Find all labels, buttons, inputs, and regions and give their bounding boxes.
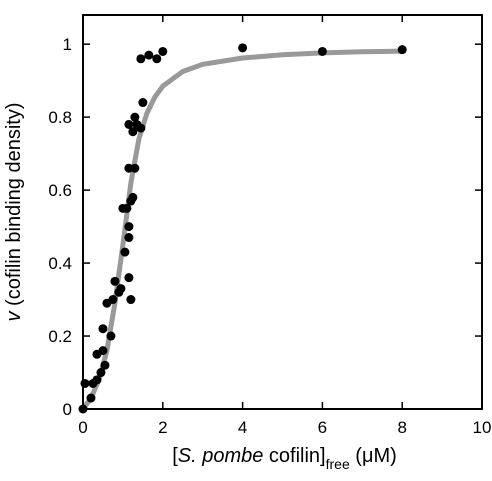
data-point	[152, 54, 162, 64]
fit-curve	[80, 48, 405, 412]
data-point	[124, 273, 134, 283]
y-tick-label: 0.8	[48, 108, 72, 127]
data-point	[108, 295, 118, 305]
data-point	[130, 163, 140, 173]
fit-curve-layer	[80, 48, 405, 412]
x-tick-label: 6	[318, 418, 327, 437]
data-point	[80, 378, 90, 388]
x-axis-label-name: cofilin]	[263, 445, 325, 467]
data-point	[144, 50, 154, 60]
data-point	[317, 46, 327, 56]
y-axis-label-symbol: v	[3, 311, 25, 322]
data-points-layer	[78, 43, 407, 414]
data-point	[100, 360, 110, 370]
plot-frame	[82, 14, 483, 410]
data-point	[120, 247, 130, 257]
y-tick-label: 0	[63, 400, 72, 419]
y-tick-label: 1	[63, 35, 72, 54]
data-point	[136, 54, 146, 64]
x-axis-label-species: S. pombe	[178, 445, 264, 467]
data-point	[92, 375, 102, 385]
y-tick-label: 0.6	[48, 181, 72, 200]
data-point	[128, 127, 138, 137]
x-axis-label-unit: (μM)	[350, 445, 397, 467]
data-point	[138, 98, 148, 108]
data-point	[98, 324, 108, 334]
y-tick-label: 0.4	[48, 254, 72, 273]
x-tick-label: 4	[238, 418, 247, 437]
data-point	[116, 284, 126, 294]
data-point	[158, 46, 168, 56]
x-axis-label: [S. pombe cofilin]free (μM)	[172, 445, 397, 472]
y-axis-label-text: (cofilin binding density)	[3, 103, 25, 312]
data-point	[122, 203, 132, 213]
data-point	[124, 119, 134, 129]
data-point	[124, 233, 134, 243]
data-point	[126, 295, 136, 305]
x-tick-label: 8	[397, 418, 406, 437]
data-point	[397, 45, 407, 55]
x-tick-label: 10	[473, 418, 492, 437]
data-point	[96, 368, 106, 378]
y-axis-label: v (cofilin binding density)	[3, 103, 25, 322]
data-point	[136, 123, 146, 133]
tick-layer: 0 2 4 6 8 10 0 0.2 0.4 0.6 0.8 1	[48, 15, 491, 437]
data-point	[98, 346, 108, 356]
data-point	[128, 192, 138, 202]
x-axis-label-subscript: free	[326, 456, 350, 472]
data-point	[86, 393, 96, 403]
data-point	[106, 331, 116, 341]
y-tick-label: 0.2	[48, 327, 72, 346]
data-point	[110, 276, 120, 286]
x-tick-label: 0	[78, 418, 87, 437]
data-point	[124, 222, 134, 232]
data-point	[238, 43, 248, 53]
x-axis-label-prefix: [	[172, 445, 178, 467]
data-point	[130, 112, 140, 122]
x-tick-label: 2	[158, 418, 167, 437]
